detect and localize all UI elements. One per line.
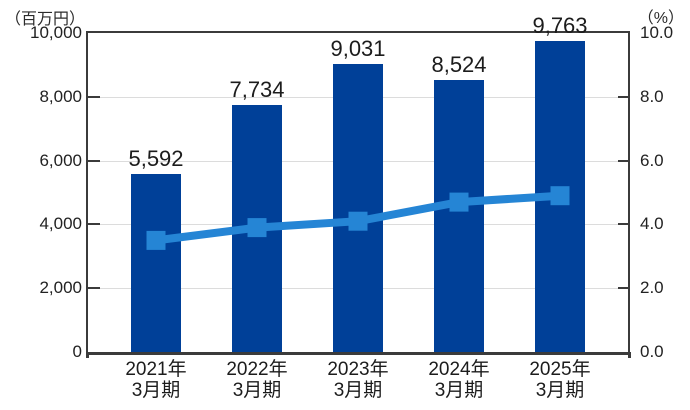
bar-2024年3月期 [434, 80, 484, 352]
x-axis-label-period: 3月期 [434, 380, 484, 401]
right-axis-tick-label: 10.0 [640, 23, 674, 42]
line-marker [348, 211, 368, 231]
right-axis-tick-label: 4.0 [640, 214, 664, 234]
right-axis-tick-label: 8.0 [640, 86, 664, 106]
bar-value-label: 9,031 [330, 35, 386, 61]
x-axis-label: 2025年 3月期 [505, 359, 615, 401]
plot-area [86, 31, 630, 355]
bar-value-label: 5,592 [128, 145, 184, 171]
left-axis-tick-label: 4,000 [39, 214, 82, 234]
right-axis-tick-label: 0.0 [640, 342, 664, 361]
x-axis-label-period: 3月期 [131, 380, 181, 401]
bar-2023年3月期 [333, 63, 383, 352]
left-axis-tick [88, 160, 100, 162]
axis-corner-tick [628, 352, 631, 358]
bar-value-label: 8,524 [431, 52, 487, 78]
left-axis-tick [88, 223, 100, 225]
x-axis-label-period: 3月期 [333, 380, 383, 401]
left-axis-tick-label: 2,000 [39, 278, 82, 298]
left-axis-tick-label: 10,000 [30, 23, 82, 42]
right-axis-tick-label: 6.0 [640, 150, 664, 170]
x-axis-label: 2021年 3月期 [101, 359, 211, 401]
left-axis-tick [88, 96, 100, 98]
right-axis-tick [618, 96, 628, 98]
bar-2021年3月期 [131, 173, 181, 352]
right-axis-tick [618, 160, 628, 162]
line-marker [449, 192, 469, 212]
x-axis-label-year: 2021年 [125, 359, 187, 380]
right-axis-tick-label: 2.0 [640, 278, 664, 298]
right-axis-tick [618, 223, 628, 225]
bar-value-label: 9,763 [532, 12, 588, 38]
x-axis-label-year: 2023年 [327, 359, 389, 380]
x-axis-label-year: 2025年 [529, 359, 591, 380]
left-axis-title: （百万円） [5, 11, 86, 28]
x-axis-label-year: 2024年 [428, 359, 490, 380]
line-marker [146, 230, 166, 250]
left-axis-tick-label: 0 [72, 342, 82, 361]
x-axis-label-year: 2022年 [226, 359, 288, 380]
line-marker [550, 186, 570, 206]
left-axis-tick [88, 287, 100, 289]
left-axis-tick-label: 6,000 [39, 150, 82, 170]
left-axis-tick-label: 8,000 [39, 86, 82, 106]
x-axis-label-period: 3月期 [535, 380, 585, 401]
line-marker [247, 218, 267, 238]
x-axis-label: 2023年 3月期 [303, 359, 413, 401]
line-series [146, 186, 570, 250]
axis-corner-tick [86, 352, 89, 358]
x-axis-label-period: 3月期 [232, 380, 282, 401]
x-axis-label: 2024年 3月期 [404, 359, 514, 401]
x-axis-label: 2022年 3月期 [202, 359, 312, 401]
right-axis-title: （%） [637, 10, 684, 27]
bar-value-label: 7,734 [229, 77, 285, 103]
right-axis-tick [618, 287, 628, 289]
